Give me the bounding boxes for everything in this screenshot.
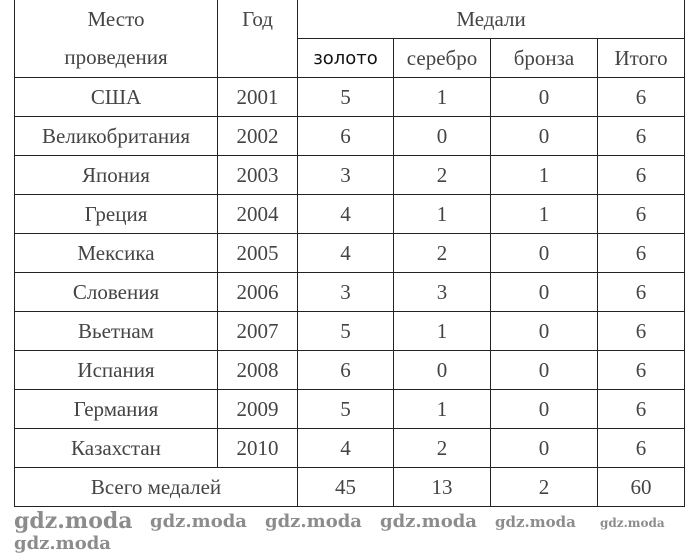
header-silver: серебро [393, 38, 491, 78]
cell-place: США [14, 77, 218, 117]
cell-bronze: 0 [490, 77, 598, 117]
cell-bronze: 0 [490, 272, 598, 312]
table-row: Словения 2006 3 3 0 6 [14, 272, 686, 312]
footer-bronze: 2 [490, 467, 598, 507]
cell-place: Япония [14, 155, 218, 195]
footer-label: Всего медалей [14, 467, 298, 507]
cell-bronze: 0 [490, 311, 598, 351]
cell-place: Испания [14, 350, 218, 390]
watermark: gdz.moda [150, 511, 247, 532]
watermark: gdz.moda [14, 533, 111, 554]
cell-total: 6 [596, 77, 686, 117]
cell-total: 6 [596, 272, 686, 312]
cell-bronze: 1 [490, 155, 598, 195]
footer-gold: 45 [297, 467, 394, 507]
cell-total: 6 [596, 194, 686, 234]
cell-year: 2009 [217, 389, 298, 429]
cell-year: 2008 [217, 350, 298, 390]
table-row: Мексика 2005 4 2 0 6 [14, 233, 686, 273]
cell-silver: 1 [393, 311, 491, 351]
header-medals: Медали [296, 0, 686, 39]
cell-silver: 1 [393, 194, 491, 234]
cell-year: 2001 [217, 77, 298, 117]
cell-gold: 5 [297, 311, 394, 351]
cell-silver: 1 [393, 77, 491, 117]
cell-gold: 5 [297, 389, 394, 429]
watermark: gdz.moda [495, 513, 576, 531]
footer-silver: 13 [393, 467, 491, 507]
header-year: Год [217, 0, 298, 78]
cell-year: 2002 [217, 116, 298, 156]
cell-silver: 0 [393, 116, 491, 156]
cell-place: Казахстан [14, 428, 218, 468]
table-row: Греция 2004 4 1 1 6 [14, 194, 686, 234]
watermark: gdz.moda [600, 516, 665, 530]
cell-silver: 2 [393, 233, 491, 273]
cell-place: Словения [14, 272, 218, 312]
cell-place: Германия [14, 389, 218, 429]
footer-total: 60 [596, 467, 686, 507]
cell-bronze: 0 [490, 428, 598, 468]
cell-bronze: 0 [490, 389, 598, 429]
header-place: Место проведения [14, 0, 218, 78]
header-place-line1: Место [87, 7, 145, 31]
cell-total: 6 [596, 311, 686, 351]
cell-total: 6 [596, 350, 686, 390]
cell-year: 2005 [217, 233, 298, 273]
table-row: США 2001 5 1 0 6 [14, 77, 686, 117]
table-row: Германия 2009 5 1 0 6 [14, 389, 686, 429]
cell-gold: 4 [297, 194, 394, 234]
cell-bronze: 0 [490, 233, 598, 273]
cell-total: 6 [596, 155, 686, 195]
cell-year: 2004 [217, 194, 298, 234]
watermark: gdz.moda [14, 508, 133, 534]
watermark: gdz.moda [380, 511, 477, 532]
cell-total: 6 [596, 233, 686, 273]
cell-gold: 6 [297, 350, 394, 390]
cell-silver: 2 [393, 428, 491, 468]
subheader-row: золото серебро бронза Итого [15, 38, 686, 78]
table-row: Япония 2003 3 2 1 6 [14, 155, 686, 195]
header-place-line2: проведения [64, 45, 168, 69]
header-gold: золото [297, 38, 394, 78]
cell-gold: 4 [297, 233, 394, 273]
cell-gold: 3 [297, 155, 394, 195]
cell-year: 2006 [217, 272, 298, 312]
cell-silver: 2 [393, 155, 491, 195]
cell-gold: 5 [297, 77, 394, 117]
cell-place: Греция [14, 194, 218, 234]
cell-bronze: 0 [490, 116, 598, 156]
cell-total: 6 [596, 428, 686, 468]
cell-silver: 3 [393, 272, 491, 312]
watermark: gdz.moda [265, 511, 362, 532]
cell-silver: 1 [393, 389, 491, 429]
header-bronze: бронза [490, 38, 598, 78]
cell-place: Мексика [14, 233, 218, 273]
table-row: Великобритания 2002 6 0 0 6 [14, 116, 686, 156]
cell-place: Великобритания [14, 116, 218, 156]
cell-gold: 6 [297, 116, 394, 156]
table-row: Казахстан 2010 4 2 0 6 [14, 428, 686, 468]
footer-row: Всего медалей 45 13 2 60 [14, 467, 686, 507]
cell-gold: 3 [297, 272, 394, 312]
cell-year: 2003 [217, 155, 298, 195]
cell-year: 2007 [217, 311, 298, 351]
cell-gold: 4 [297, 428, 394, 468]
cell-silver: 0 [393, 350, 491, 390]
header-total: Итого [596, 38, 686, 78]
cell-year: 2010 [217, 428, 298, 468]
cell-bronze: 0 [490, 350, 598, 390]
table-row: Вьетнам 2007 5 1 0 6 [14, 311, 686, 351]
cell-total: 6 [596, 116, 686, 156]
medals-table: Место проведения Год Медали золото серебр… [14, 0, 686, 507]
cell-place: Вьетнам [14, 311, 218, 351]
cell-total: 6 [596, 389, 686, 429]
table-row: Испания 2008 6 0 0 6 [14, 350, 686, 390]
header-row: Место проведения Год Медали [14, 0, 686, 78]
cell-bronze: 1 [490, 194, 598, 234]
